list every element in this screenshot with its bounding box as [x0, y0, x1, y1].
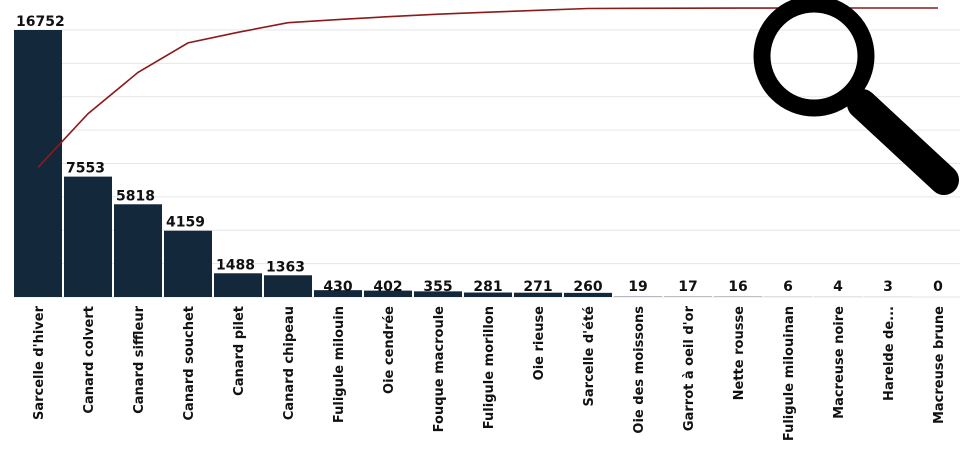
category-label: Macreuse brune — [932, 306, 947, 424]
category-label: Canard souchet — [182, 306, 197, 421]
category-label: Oie cendrée — [382, 306, 397, 394]
value-label: 260 — [573, 279, 602, 295]
value-label: 4159 — [166, 215, 205, 231]
bar — [264, 275, 312, 297]
value-label: 19 — [628, 279, 647, 295]
value-label: 4 — [833, 279, 843, 295]
bar — [164, 230, 212, 297]
bar — [464, 292, 512, 297]
category-label: Sarcelle d'hiver — [32, 305, 47, 420]
category-label: Fouque macroule — [432, 306, 447, 433]
value-label: 402 — [373, 279, 402, 295]
category-label: Fuligule milouinan — [782, 306, 797, 441]
category-label: Canard colvert — [82, 306, 97, 414]
bar — [14, 30, 62, 297]
bar — [114, 204, 162, 297]
value-label: 3 — [883, 279, 893, 295]
value-label: 1488 — [216, 257, 255, 273]
category-labels: Sarcelle d'hiver Canard colvert Canard sif… — [32, 305, 947, 441]
category-label: Fuligule milouin — [332, 306, 347, 423]
bar-series — [14, 30, 912, 297]
value-label: 430 — [323, 279, 352, 295]
category-label: Nette rousse — [732, 306, 747, 401]
category-label: Canard siffleur — [132, 305, 147, 413]
value-label: 0 — [933, 279, 943, 295]
bar — [514, 292, 562, 297]
value-label: 271 — [523, 279, 552, 295]
category-label: Garrot à oeil d'or — [682, 305, 697, 431]
value-label: 355 — [423, 279, 452, 295]
cumulative-line — [37, 7, 938, 168]
value-label: 281 — [473, 279, 502, 295]
bar — [414, 291, 462, 297]
category-label: Canard chipeau — [282, 306, 297, 420]
category-label: Harelde de... — [882, 306, 897, 401]
category-label: Canard pilet — [232, 306, 247, 396]
value-label: 17 — [678, 279, 697, 295]
category-label: Oie des moissons — [632, 306, 647, 434]
value-label: 5818 — [116, 188, 155, 204]
bar — [214, 273, 262, 297]
category-label: Sarcelle d'été — [582, 306, 597, 407]
value-label: 16 — [728, 279, 747, 295]
value-label: 1363 — [266, 259, 305, 275]
bar — [314, 290, 362, 297]
bar — [64, 176, 112, 297]
category-label: Oie rieuse — [532, 306, 547, 381]
bar — [364, 290, 412, 297]
value-label: 6 — [783, 279, 793, 295]
category-label: Fuligule morillon — [482, 306, 497, 429]
value-label: 16752 — [16, 14, 65, 30]
bar — [564, 292, 612, 297]
magnifier-icon — [753, 0, 959, 195]
value-label: 7553 — [66, 161, 105, 177]
category-label: Macreuse noire — [832, 306, 847, 419]
